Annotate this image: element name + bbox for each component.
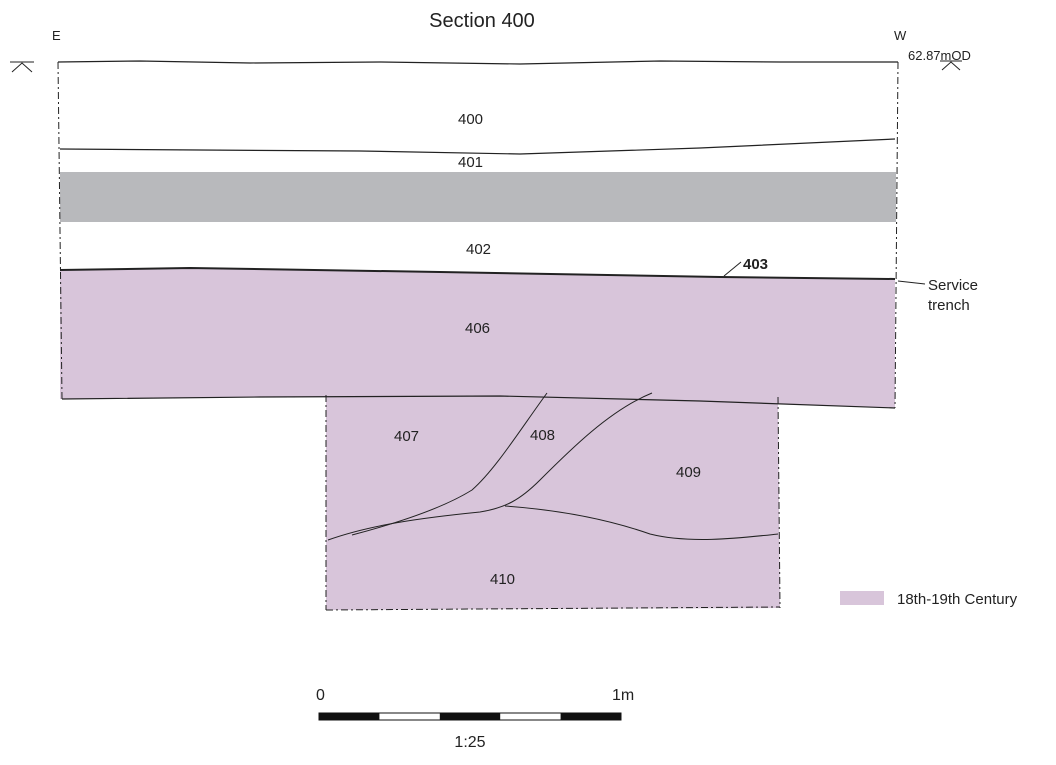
service-trench-label-line2: trench <box>928 297 970 314</box>
west-label: W <box>894 28 907 43</box>
layer-label-409: 409 <box>676 464 701 481</box>
datum-marker-right-icon <box>940 60 962 71</box>
section-edge-left <box>57 61 63 400</box>
cut-408-409-line <box>327 392 653 541</box>
layer-label-403: 403 <box>743 256 768 273</box>
trench-edge-right <box>777 396 781 609</box>
layer-label-408: 408 <box>530 427 555 444</box>
lower-trench-fill <box>326 395 780 610</box>
legend-swatch <box>840 591 884 605</box>
scale-end-label: 1m <box>612 687 634 704</box>
layer-label-407: 407 <box>394 428 419 445</box>
layer-400-401-interface <box>59 138 896 155</box>
layer-label-401: 401 <box>458 154 483 171</box>
grey-band <box>60 172 896 222</box>
trench-edge-bottom <box>325 606 781 611</box>
layer-403-leader <box>723 261 742 277</box>
layer-403-line <box>59 266 896 280</box>
scale-start-label: 0 <box>316 687 325 704</box>
legend-label: 18th-19th Century <box>897 591 1018 608</box>
scale-bar <box>318 712 622 721</box>
service-trench-label-line1: Service <box>928 277 978 294</box>
layer-label-402: 402 <box>466 241 491 258</box>
layer-label-410: 410 <box>490 571 515 588</box>
east-label: E <box>52 28 61 43</box>
layer-label-406: 406 <box>465 320 490 337</box>
datum-marker-left-icon <box>10 61 34 73</box>
datum-level-label: 62.87mOD <box>908 48 971 63</box>
layer-406-fill <box>60 268 895 408</box>
scale-ratio-label: 1:25 <box>454 734 485 751</box>
layer-label-400: 400 <box>458 111 483 128</box>
ground-surface-line <box>57 60 898 65</box>
section-edge-right <box>894 61 899 409</box>
section-title: Section 400 <box>429 10 535 32</box>
service-trench-leader <box>897 280 926 285</box>
layer-409-410-interface <box>504 505 779 540</box>
layer-406-base-line <box>61 395 896 409</box>
